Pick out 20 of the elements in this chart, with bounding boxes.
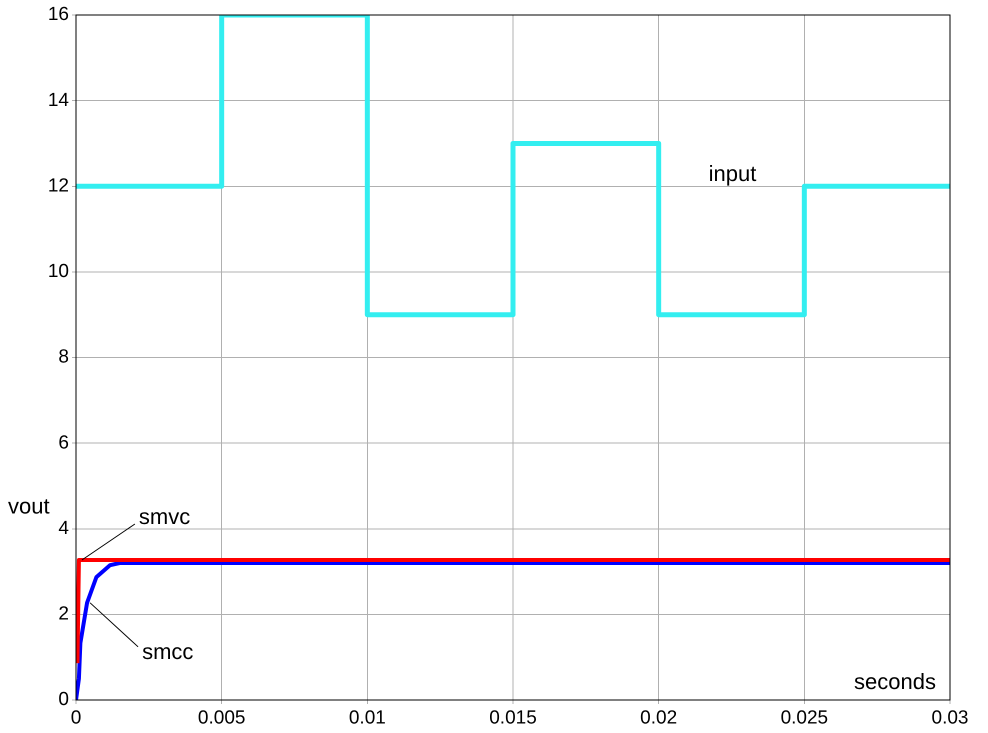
y-tick-label: 8: [58, 346, 69, 368]
y-axis-title: vout: [8, 493, 50, 518]
y-tick-label: 14: [48, 90, 70, 111]
x-tick-label: 0.015: [489, 708, 537, 729]
x-tick-label: 0.02: [640, 708, 678, 729]
y-tick-label: 12: [48, 175, 69, 196]
x-tick-label: 0.03: [932, 708, 968, 729]
y-tick-label: 4: [58, 518, 70, 539]
x-tick-label: 0.01: [348, 708, 386, 729]
y-tick-label: 10: [48, 261, 69, 282]
y-tick-label: 6: [58, 432, 69, 454]
x-tick-label: 0.005: [198, 708, 246, 729]
x-axis-title: seconds: [854, 669, 936, 694]
text: input: [708, 160, 756, 186]
text: smcc: [142, 638, 194, 664]
y-tick-label: 2: [58, 604, 69, 625]
x-tick-label: 0.025: [780, 708, 828, 729]
y-tick-label: 16: [48, 4, 69, 26]
y-tick-label: 0: [58, 689, 69, 710]
series-label: smvc: [138, 504, 190, 530]
